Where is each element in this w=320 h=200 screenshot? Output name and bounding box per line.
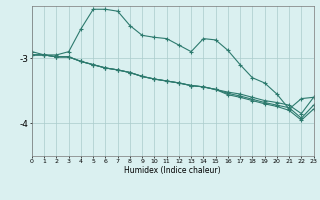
X-axis label: Humidex (Indice chaleur): Humidex (Indice chaleur) (124, 166, 221, 175)
